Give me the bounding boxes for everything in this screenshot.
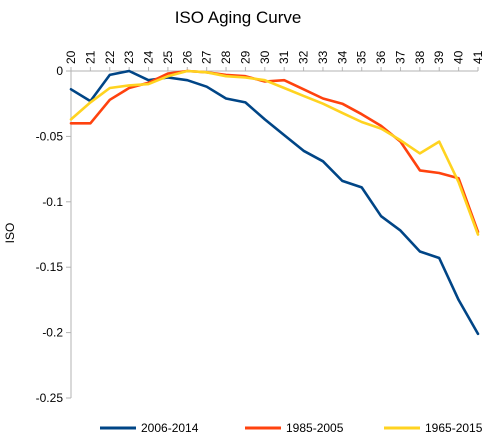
x-tick-label: 38 <box>413 50 427 64</box>
series-line <box>69 69 480 336</box>
y-tick-label: -0.25 <box>36 391 64 405</box>
x-tick-label: 41 <box>471 50 485 64</box>
series-line <box>69 69 480 236</box>
x-tick-label: 27 <box>200 50 214 64</box>
x-tick-label: 28 <box>219 50 233 64</box>
y-tick-label: -0.2 <box>42 326 63 340</box>
x-tick-label: 31 <box>277 50 291 64</box>
x-tick-label: 24 <box>142 50 156 64</box>
x-tick-label: 22 <box>103 50 117 64</box>
series-lines <box>69 69 480 336</box>
x-tick-label: 35 <box>355 50 369 64</box>
x-tick-labels: 20 21 22 23 24 25 26 27 28 29 30 31 32 33 34 35 36 37 38 39… <box>64 50 485 64</box>
x-tick-label: 39 <box>432 50 446 64</box>
x-tick-label: 23 <box>122 50 136 64</box>
x-tick-label: 21 <box>83 50 97 64</box>
legend-label: 1985-2005 <box>286 421 344 435</box>
y-tick-label: -0.1 <box>42 195 63 209</box>
chart-title: ISO Aging Curve <box>175 8 302 27</box>
legend-label: 2006-2014 <box>141 421 199 435</box>
x-tick-label: 36 <box>374 50 388 64</box>
y-tick-label: -0.05 <box>36 129 64 143</box>
y-tick-label: 0 <box>56 64 63 78</box>
x-tick-label: 37 <box>393 50 407 64</box>
x-tick-label: 25 <box>161 50 175 64</box>
x-tick-label: 34 <box>335 50 349 64</box>
x-tick-label: 40 <box>452 50 466 64</box>
legend: 2006-2014 1985-2005 1965-2015 <box>100 421 483 435</box>
y-tick-label: -0.15 <box>36 260 64 274</box>
y-axis-label: ISO <box>3 223 17 244</box>
x-tick-label: 33 <box>316 50 330 64</box>
x-tick-label: 32 <box>297 50 311 64</box>
x-tick-label: 30 <box>258 50 272 64</box>
x-tick-label: 26 <box>180 50 194 64</box>
x-tick-label: 29 <box>238 50 252 64</box>
x-tick-label: 20 <box>64 50 78 64</box>
legend-label: 1965-2015 <box>425 421 483 435</box>
plot-axes <box>66 67 479 399</box>
y-tick-labels: 0 -0.05 -0.1 -0.15 -0.2 -0.25 <box>36 64 64 405</box>
